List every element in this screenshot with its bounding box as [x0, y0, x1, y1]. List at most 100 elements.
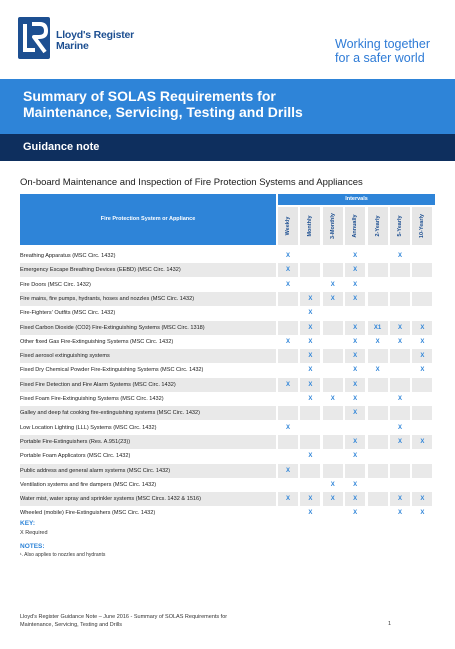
column-header-6: 10-Yearly — [412, 207, 433, 245]
interval-cell: X — [330, 396, 335, 402]
document-title: Summary of SOLAS Requirements for Mainte… — [23, 88, 303, 120]
intervals-header: Intervals — [278, 194, 435, 205]
interval-cell — [323, 449, 343, 463]
interval-cell: X — [345, 320, 366, 335]
interval-cell: X — [322, 492, 343, 507]
table-row: Fixed Carbon Dioxide (CO2) Fire-Extingui… — [20, 320, 435, 335]
interval-cell: X — [330, 281, 335, 288]
interval-cell — [322, 406, 343, 421]
interval-cell — [390, 263, 410, 278]
row-label: Portable Fire-Extinguishers (Res. A.951(… — [20, 434, 276, 449]
interval-cell: X — [412, 434, 433, 449]
interval-cell: X — [285, 281, 290, 288]
interval-cell — [367, 263, 388, 278]
column-header-1: Monthly — [300, 207, 321, 245]
interval-cell: X — [345, 377, 366, 392]
table-row: Portable Fire-Extinguishers (Res. A.951(… — [20, 434, 435, 449]
interval-cell — [278, 320, 298, 335]
interval-cell — [300, 263, 321, 278]
interval-cell: X — [308, 310, 313, 317]
column-header-4: 2-Yearly — [367, 207, 388, 245]
interval-cell — [278, 291, 298, 306]
row-label: Fixed Fire Detection and Fire Alarm Syst… — [20, 377, 276, 392]
interval-cell — [278, 392, 298, 406]
row-label: Portable Foam Applicators (MSC Circ. 143… — [20, 453, 131, 460]
interval-cell — [412, 263, 433, 278]
interval-cell — [345, 306, 365, 320]
interval-cell: X — [308, 338, 313, 345]
interval-cell — [368, 249, 388, 263]
interval-cell: X — [278, 463, 298, 478]
interval-cell: X — [353, 453, 358, 460]
table-row: Fixed Foam Fire-Extinguishing Systems (M… — [20, 392, 435, 406]
row-label: Galley and deep fat cooking fire-extingu… — [20, 406, 276, 421]
interval-cell — [345, 421, 365, 435]
column-header-label: 2-Yearly — [374, 215, 381, 237]
interval-cell — [278, 449, 298, 463]
interval-cell — [300, 478, 320, 492]
table-row: Ventilation systems and fire dampers (MS… — [20, 478, 435, 492]
interval-cell: X — [353, 481, 358, 488]
table-row: Fixed Fire Detection and Fire Alarm Syst… — [20, 377, 435, 392]
interval-cell: X — [308, 453, 313, 460]
row-label: Public address and general alarm systems… — [20, 463, 276, 478]
interval-cell — [390, 363, 410, 377]
interval-cell — [300, 434, 321, 449]
interval-cell: X — [420, 367, 425, 374]
interval-cell: X — [278, 377, 298, 392]
interval-cell: X — [353, 281, 358, 288]
interval-cell — [278, 478, 298, 492]
interval-cell — [367, 463, 388, 478]
interval-cell — [367, 291, 388, 306]
interval-cell — [323, 249, 343, 263]
brand-name: Lloyd's Register Marine — [56, 30, 134, 52]
interval-cell — [367, 406, 388, 421]
interval-cell: X — [278, 492, 298, 507]
tagline-line-2: for a safer world — [335, 51, 425, 65]
interval-cell — [323, 363, 343, 377]
interval-cell — [390, 377, 410, 392]
interval-cell: X — [375, 338, 380, 345]
interval-cell — [323, 306, 343, 320]
row-label: Fixed Dry Chemical Powder Fire-Extinguis… — [20, 367, 204, 374]
interval-cell — [323, 506, 343, 520]
interval-cell — [368, 449, 388, 463]
footer-line-2: Maintenance, Servicing, Testing and Dril… — [20, 622, 123, 628]
interval-cell — [412, 392, 432, 406]
column-header-label: 5-Yearly — [397, 215, 403, 237]
row-label: Other fixed Gas Fire-Extinguishing Syste… — [20, 338, 174, 345]
row-label: Fixed aerosol extinguishing systems — [20, 349, 276, 364]
table-row: Wheeled (mobile) Fire-Extinguishers (MSC… — [20, 506, 435, 520]
interval-cell — [367, 377, 388, 392]
interval-cell: X — [278, 263, 298, 278]
interval-cell — [367, 434, 388, 449]
interval-cell: X — [390, 320, 410, 335]
interval-cell — [300, 463, 321, 478]
table-row: Water mist, water spray and sprinkler sy… — [20, 492, 435, 507]
table-row: Fire mains, fire pumps, hydrants, hoses … — [20, 291, 435, 306]
interval-cell: X — [300, 320, 321, 335]
interval-cell — [323, 335, 343, 349]
lloyds-register-logo: Lloyd's Register Marine — [18, 17, 138, 61]
interval-cell — [390, 306, 410, 320]
interval-cell — [412, 463, 433, 478]
interval-cell: X — [420, 338, 425, 345]
row-label: Water mist, water spray and sprinkler sy… — [20, 492, 276, 507]
interval-cell: X — [353, 396, 358, 402]
table-row: Fire-Fighters' Outfits (MSC Circ. 1432) X — [20, 306, 435, 320]
interval-cell: X — [397, 338, 402, 345]
interval-cell: X — [353, 253, 358, 259]
interval-cell — [278, 434, 298, 449]
interval-cell — [412, 291, 433, 306]
interval-cell — [367, 349, 388, 364]
tagline-line-1: Working together — [335, 37, 430, 51]
system-column-header-label: Fire Protection System or Appliance — [100, 216, 196, 222]
interval-cell: X — [412, 349, 433, 364]
interval-cell — [322, 463, 343, 478]
interval-cell — [322, 349, 343, 364]
interval-cell: X — [353, 367, 358, 374]
title-banner: Summary of SOLAS Requirements for Mainte… — [0, 79, 455, 134]
brand-line-2: Marine — [56, 40, 89, 52]
interval-cell: X — [397, 510, 402, 517]
interval-cell: X — [285, 424, 290, 431]
